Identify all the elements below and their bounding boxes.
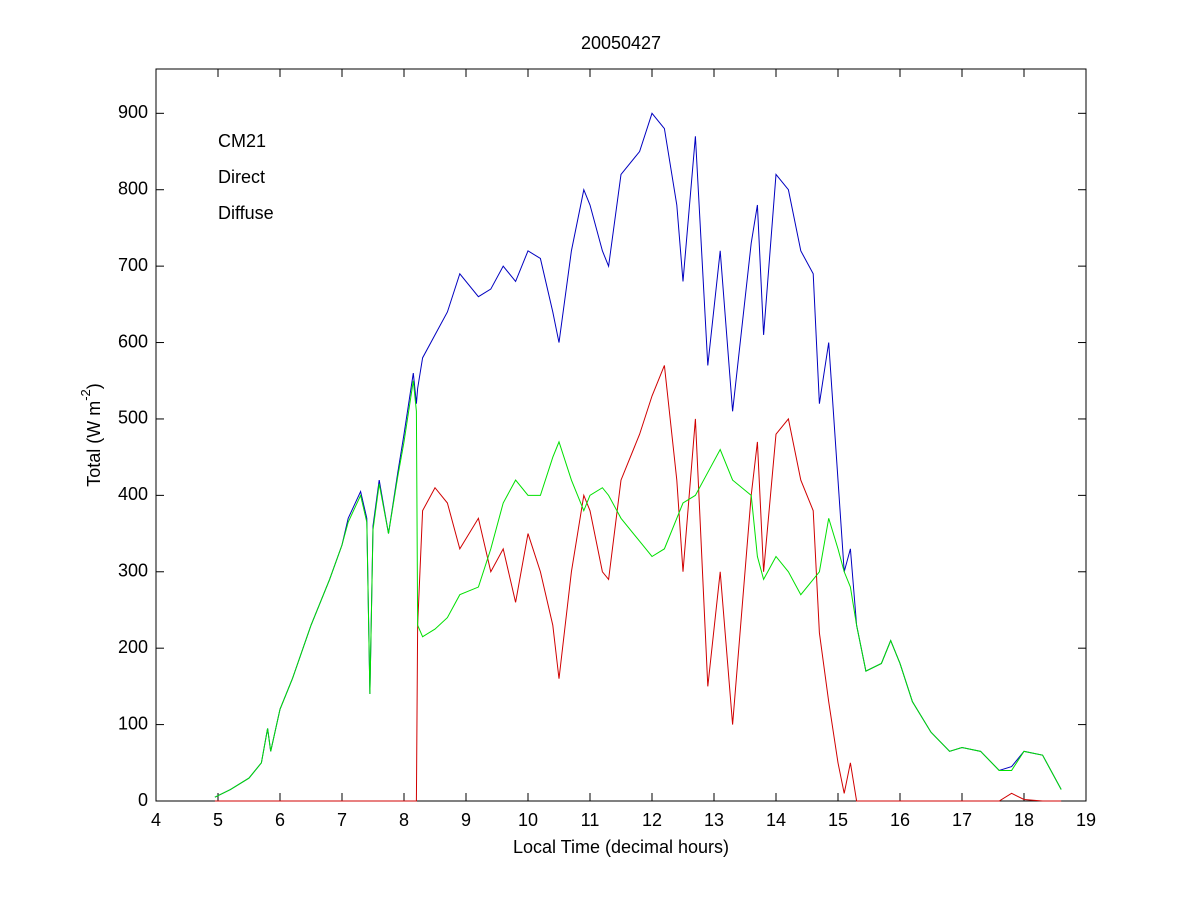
y-label-sup: -2: [78, 389, 93, 401]
legend-entry: Diffuse: [218, 203, 274, 223]
y-tick-label: 600: [118, 331, 148, 351]
x-tick-label: 9: [461, 810, 471, 830]
y-tick-label: 400: [118, 484, 148, 504]
chart-title: 20050427: [581, 33, 661, 53]
x-tick-label: 8: [399, 810, 409, 830]
x-tick-label: 16: [890, 810, 910, 830]
x-tick-label: 14: [766, 810, 786, 830]
y-label-tail: ): [84, 383, 104, 389]
y-tick-label: 500: [118, 408, 148, 428]
y-label-text: Total (W m: [84, 401, 104, 487]
plot-frame: [155, 68, 1087, 802]
series-line: [214, 365, 1062, 802]
y-tick-label: 800: [118, 178, 148, 198]
x-tick-label: 12: [642, 810, 662, 830]
y-tick-label: 0: [138, 790, 148, 810]
y-tick-label: 300: [118, 561, 148, 581]
x-tick-label: 18: [1014, 810, 1034, 830]
y-tick-label: 700: [118, 255, 148, 275]
x-tick-label: 13: [704, 810, 724, 830]
y-tick-label: 200: [118, 637, 148, 657]
y-tick-label: 900: [118, 102, 148, 122]
x-tick-label: 5: [213, 810, 223, 830]
legend-entry: Direct: [218, 167, 265, 187]
x-tick-label: 11: [581, 810, 600, 830]
x-tick-label: 15: [828, 810, 848, 830]
x-tick-label: 7: [337, 810, 347, 830]
x-tick-label: 6: [275, 810, 285, 830]
series-line: [214, 380, 1062, 798]
x-tick-label: 17: [952, 810, 972, 830]
y-axis-label: Total (W m-2): [78, 383, 103, 487]
x-tick-label: 19: [1076, 810, 1096, 830]
x-axis-label: Local Time (decimal hours): [513, 837, 729, 857]
y-tick-label: 100: [118, 713, 148, 733]
x-tick-label: 4: [151, 810, 161, 830]
x-tick-label: 10: [518, 810, 538, 830]
legend-entry: CM21: [218, 131, 266, 151]
